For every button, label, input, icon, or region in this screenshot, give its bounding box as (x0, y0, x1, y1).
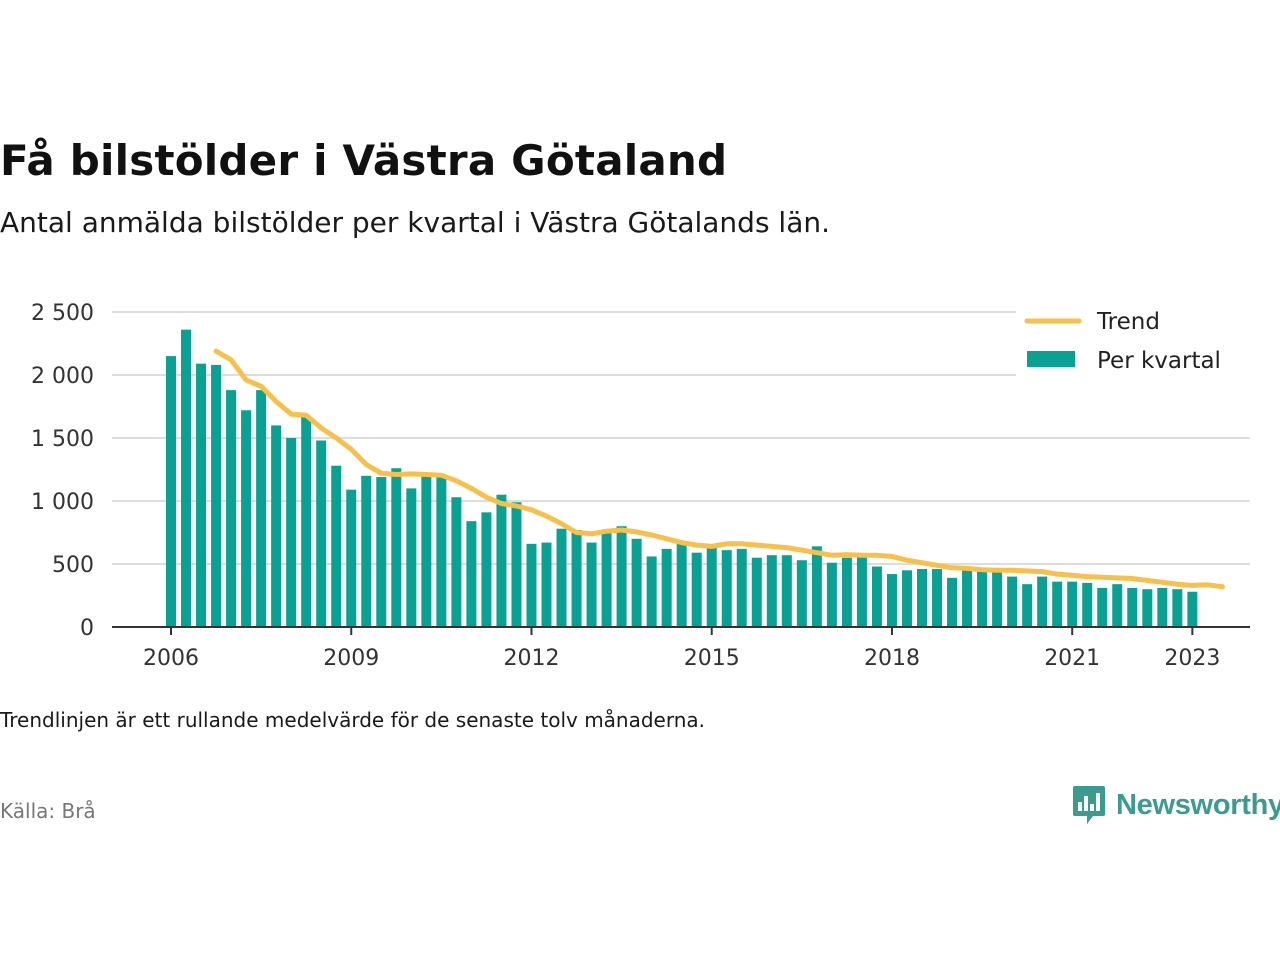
bar (211, 364, 222, 627)
bar (361, 475, 372, 627)
bar (1097, 587, 1108, 627)
bar (1112, 584, 1123, 627)
bar (256, 390, 267, 627)
y-tick-label: 500 (52, 553, 94, 578)
bar (1127, 587, 1138, 627)
bar (511, 502, 522, 627)
axes: 0 500 1 000 1 500 2 000 2 500 2006 2009 2012 2015… (31, 301, 1250, 671)
legend-label-trend: Trend (1096, 309, 1160, 335)
bar (556, 528, 567, 627)
bar (947, 577, 958, 627)
bar (226, 390, 237, 627)
bar (871, 566, 882, 627)
newsworthy-logo: Newsworthy (1072, 784, 1280, 826)
bar (421, 474, 432, 627)
bar (1052, 581, 1063, 627)
x-tick-label: 2021 (1044, 646, 1100, 671)
bar (631, 538, 642, 627)
trend-line (213, 348, 1225, 590)
bar (751, 557, 762, 627)
bar (196, 363, 207, 627)
bar (766, 555, 777, 627)
bar (962, 570, 973, 627)
y-tick-label: 2 500 (31, 301, 94, 326)
bar (781, 555, 792, 627)
y-tick-label: 2 000 (31, 364, 94, 389)
bar (1142, 589, 1153, 627)
bar (436, 475, 447, 627)
bar (1172, 589, 1183, 627)
bar (586, 542, 597, 627)
bar-line-chart: 0 500 1 000 1 500 2 000 2 500 2006 2009 2012 2015… (31, 301, 1250, 671)
bar (346, 489, 357, 627)
bar (601, 531, 612, 627)
bar (676, 542, 687, 627)
bar (1022, 584, 1033, 627)
bar (466, 521, 477, 627)
bar (901, 570, 912, 627)
x-tick-label: 2018 (864, 646, 920, 671)
bar (481, 512, 492, 627)
legend: Trend Per kvartal (1016, 304, 1250, 390)
legend-background (1016, 304, 1250, 390)
bar (841, 557, 852, 627)
bar (616, 526, 627, 627)
chart-title: Få bilstölder i Västra Götaland (0, 136, 728, 185)
y-tick-label: 0 (80, 616, 94, 641)
bar (316, 440, 327, 627)
bar (736, 548, 747, 627)
bar (886, 574, 897, 627)
x-tick-label: 2006 (143, 646, 199, 671)
bar (286, 438, 297, 627)
x-tick-label: 2023 (1164, 646, 1220, 671)
source-credit: Källa: Brå (0, 799, 96, 823)
legend-swatch-per-kvartal (1027, 351, 1075, 367)
y-tick-label: 1 000 (31, 490, 94, 515)
brand-name: Newsworthy (1116, 788, 1280, 821)
x-tick-label: 2015 (684, 646, 740, 671)
line-series-trend (213, 348, 1225, 590)
bar (691, 552, 702, 627)
bar (1157, 587, 1168, 627)
bar (331, 465, 342, 627)
chart-note: Trendlinjen är ett rullande medelvärde f… (0, 708, 706, 732)
bar (917, 569, 927, 627)
bar (571, 529, 582, 627)
bar (166, 356, 176, 627)
bar-series-per-kvartal (166, 329, 1198, 627)
bar (301, 416, 312, 627)
bar (661, 548, 672, 627)
bar (646, 556, 657, 627)
legend-label-per-kvartal: Per kvartal (1097, 348, 1221, 374)
bar (406, 488, 417, 627)
bar (721, 550, 732, 627)
bar (241, 410, 252, 627)
bar (1037, 576, 1048, 627)
bar (1067, 581, 1078, 627)
bar (706, 545, 717, 627)
bar (1082, 582, 1093, 627)
bar (526, 543, 537, 627)
newsworthy-logo-icon (1073, 786, 1105, 824)
bar (451, 497, 462, 627)
chart-subtitle: Antal anmälda bilstölder per kvartal i V… (0, 206, 831, 239)
bar (811, 546, 822, 627)
x-tick-label: 2012 (503, 646, 559, 671)
bar (796, 560, 807, 627)
bar (992, 571, 1003, 627)
bar (1187, 591, 1198, 627)
bar (271, 425, 282, 627)
bar (376, 477, 387, 627)
y-tick-label: 1 500 (31, 427, 94, 452)
bar (826, 562, 837, 627)
bar (856, 556, 867, 627)
bar (1007, 576, 1018, 627)
bar (181, 329, 192, 627)
bar (541, 542, 552, 627)
x-tick-label: 2009 (323, 646, 379, 671)
bar (496, 494, 507, 627)
bar (977, 569, 988, 627)
bar (932, 569, 943, 627)
bar (391, 468, 402, 627)
